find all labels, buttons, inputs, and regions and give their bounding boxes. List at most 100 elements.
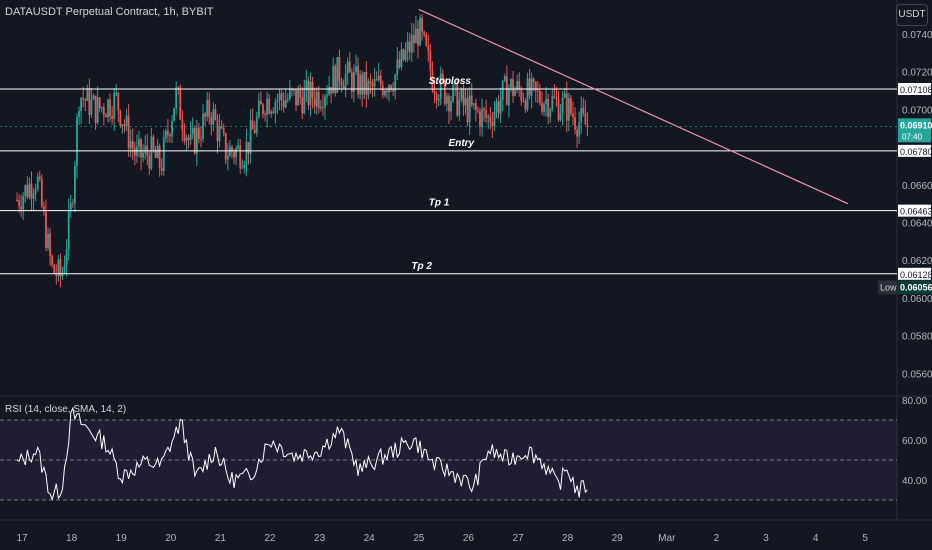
candle-body <box>421 17 424 32</box>
candle-body <box>237 145 240 149</box>
candle-body <box>466 98 469 123</box>
candle-body <box>398 59 401 68</box>
candle-body <box>295 89 297 106</box>
time-tick-label: 25 <box>413 533 425 544</box>
candle-body <box>272 111 275 113</box>
candle-body <box>452 85 455 102</box>
candle-body <box>144 145 147 153</box>
candle-body <box>332 66 335 94</box>
candle-body <box>394 74 397 92</box>
candle-body <box>303 89 306 114</box>
candle-body <box>59 259 62 277</box>
candle-body <box>206 99 209 117</box>
candle-body <box>185 137 188 142</box>
candle-body <box>187 137 190 141</box>
candle-body <box>198 127 200 139</box>
candle-body <box>239 145 242 168</box>
currency-selector[interactable]: USDT <box>896 4 928 26</box>
level-price-tag <box>898 144 931 157</box>
candle-body <box>140 139 142 158</box>
level-price-label: 0.07108 <box>900 85 932 95</box>
time-tick-label: 23 <box>314 533 326 544</box>
candle-body <box>532 78 535 82</box>
candle-body <box>148 155 151 169</box>
candle-body <box>247 141 250 154</box>
candle-body <box>361 74 364 95</box>
candle-body <box>419 17 421 46</box>
candle-body <box>61 272 64 277</box>
low-price-tag <box>898 280 931 295</box>
candle-body <box>297 89 300 106</box>
candle-body <box>456 83 459 116</box>
candle-body <box>142 152 145 158</box>
candle-body <box>402 49 405 60</box>
candle-body <box>390 85 393 90</box>
candle-body <box>319 106 322 109</box>
candle-body <box>326 94 328 97</box>
candle-body <box>150 136 153 169</box>
level-price-tag <box>898 83 931 96</box>
candle-body <box>553 96 556 98</box>
time-tick-label: 28 <box>562 533 574 544</box>
candle-body <box>175 87 178 108</box>
candle-body <box>216 119 219 142</box>
candle-body <box>160 168 163 172</box>
candle-body <box>49 233 52 256</box>
candle-body <box>212 109 215 125</box>
candle-body <box>220 126 223 129</box>
candle-body <box>43 206 45 212</box>
candle-body <box>536 90 539 92</box>
candle-body <box>384 90 386 96</box>
candle-body <box>65 249 68 266</box>
time-tick-label: 18 <box>66 533 78 544</box>
level-price-label: 0.06463 <box>900 207 932 217</box>
level-label: Entry <box>449 138 475 149</box>
candle-body <box>36 176 39 190</box>
candle-body <box>584 113 587 125</box>
level-price-label: 0.06128 <box>900 270 932 280</box>
candle-body <box>474 103 477 111</box>
rsi-indicator-title: RSI (14, close, SMA, 14, 2) <box>5 404 127 415</box>
candle-body <box>462 89 465 106</box>
candle-body <box>154 150 157 158</box>
candle-body <box>86 88 89 101</box>
candle-body <box>563 93 566 98</box>
candle-body <box>208 99 211 118</box>
level-label: Tp 2 <box>411 261 432 272</box>
candle-body <box>570 98 572 114</box>
candle-body <box>549 109 552 117</box>
candle-body <box>359 74 362 95</box>
candle-body <box>255 116 258 133</box>
candle-body <box>189 133 192 141</box>
candle-body <box>317 91 320 109</box>
candle-body <box>82 98 85 100</box>
candle-body <box>38 176 41 179</box>
candle-body <box>470 95 473 105</box>
candle-body <box>98 97 101 109</box>
candle-body <box>74 165 76 204</box>
candle-body <box>557 98 560 121</box>
candle-body <box>545 99 548 104</box>
candle-body <box>435 94 438 101</box>
candle-body <box>231 146 233 153</box>
candle-body <box>501 80 504 100</box>
candle-body <box>477 110 479 112</box>
candle-body <box>541 102 543 112</box>
candle-body <box>483 108 486 111</box>
candle-body <box>222 128 225 134</box>
candle-body <box>235 148 238 158</box>
candle-body <box>371 82 374 87</box>
candle-body <box>342 85 345 89</box>
candle-body <box>429 50 432 71</box>
candle-body <box>539 91 541 103</box>
candle-body <box>282 100 285 108</box>
candle-body <box>156 145 159 158</box>
current-price-value: 0.06910 <box>900 120 932 130</box>
candle-body <box>555 97 558 99</box>
candle-body <box>241 167 244 169</box>
candle-body <box>262 104 264 114</box>
candle-body <box>375 79 378 81</box>
trendline <box>418 8 849 205</box>
candle-body <box>229 146 231 157</box>
